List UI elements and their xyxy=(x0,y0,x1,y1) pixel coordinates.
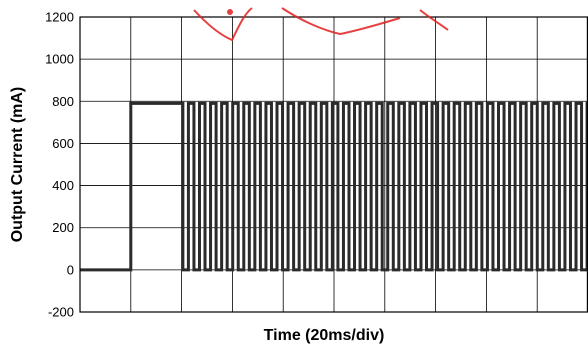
current-trace xyxy=(80,101,588,272)
y-tick-label: 600 xyxy=(52,136,74,151)
y-tick-label: 1200 xyxy=(45,10,74,25)
y-tick-label: 400 xyxy=(52,178,74,193)
y-tick-labels: -200 0 200 400 600 800 1000 1200 xyxy=(45,10,74,320)
x-axis-title: Time (20ms/div) xyxy=(264,327,385,344)
y-tick-label: 800 xyxy=(52,94,74,109)
y-tick-label: 200 xyxy=(52,220,74,235)
y-tick-label: -200 xyxy=(48,305,74,320)
y-tick-label: 0 xyxy=(67,262,74,277)
y-axis-title: Output Current (mA) xyxy=(9,87,26,243)
y-tick-label: 1000 xyxy=(45,52,74,67)
grid-lines xyxy=(79,16,588,313)
